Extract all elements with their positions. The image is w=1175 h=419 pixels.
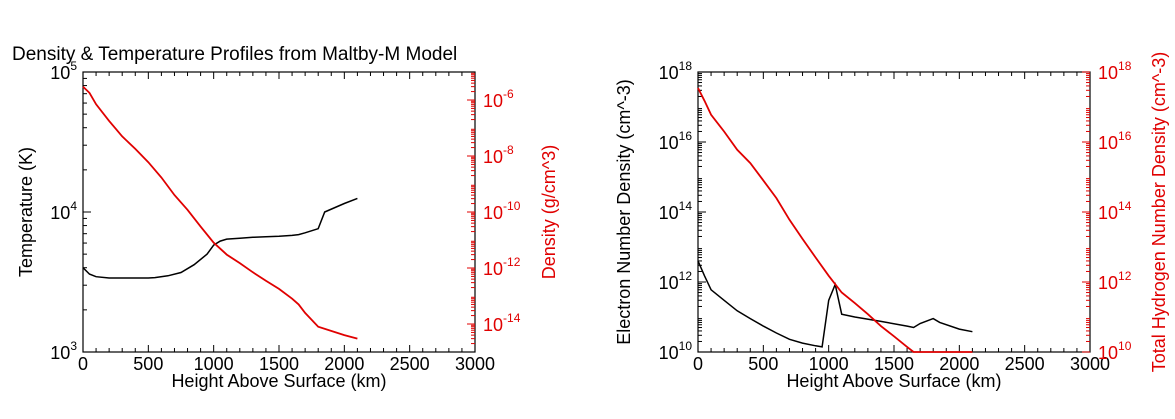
left-y-tick-label: 104 — [50, 199, 77, 223]
right-y-tick-label: 10-14 — [483, 311, 521, 335]
plot-area-frame — [82, 71, 476, 353]
right-y-tick-label: 1014 — [1098, 199, 1132, 223]
right-y-tick-label: 10-6 — [483, 87, 514, 111]
left-y-axis-label: Temperature (K) — [16, 147, 36, 277]
right-y-axis-label: Total Hydrogen Number Density (cm^-3) — [1149, 52, 1169, 373]
right-y-tick-label: 1018 — [1098, 59, 1132, 83]
left-y-tick-label: 1018 — [659, 59, 693, 83]
x-tick-label: 1000 — [194, 354, 234, 374]
left-y-tick-label: 1016 — [659, 129, 693, 153]
left-y-tick-label: 1012 — [659, 269, 693, 293]
x-tick-label: 500 — [748, 354, 778, 374]
x-tick-label: 3000 — [1070, 354, 1110, 374]
hydrogen-density-line — [697, 87, 973, 353]
left-y-tick-label: 1014 — [659, 199, 693, 223]
x-tick-label: 2500 — [390, 354, 430, 374]
x-tick-label: 1000 — [809, 354, 849, 374]
left-y-axis-ticks: 103 104 105 — [50, 59, 91, 363]
x-tick-label: 3000 — [455, 354, 495, 374]
x-tick-label: 1500 — [874, 354, 914, 374]
left-y-axis-ticks: 1010 1012 1014 1016 1018 — [659, 59, 706, 363]
left-y-tick-label: 103 — [50, 339, 77, 363]
x-tick-label: 500 — [133, 354, 163, 374]
right-y-tick-label: 10-12 — [483, 255, 521, 279]
chart-temperature-density: Density & Temperature Profiles from Malt… — [12, 44, 559, 391]
plot-area-frame — [697, 71, 1091, 353]
right-y-axis-ticks: 10-14 10-12 10-10 10-8 10-6 — [467, 72, 521, 345]
right-y-axis-label: Density (g/cm^3) — [539, 145, 559, 279]
right-y-tick-label: 10-8 — [483, 143, 514, 167]
right-y-axis-ticks: 1010 1012 1014 1016 1018 — [1082, 59, 1132, 363]
right-y-tick-label: 10-10 — [483, 199, 521, 223]
x-tick-label: 0 — [78, 354, 88, 374]
left-y-tick-label: 1010 — [659, 339, 693, 363]
x-tick-label: 2500 — [1005, 354, 1045, 374]
x-tick-label: 2000 — [939, 354, 979, 374]
x-axis-ticks: 0 500 1000 1500 2000 2500 3000 — [78, 72, 495, 374]
right-y-tick-label: 1010 — [1098, 339, 1132, 363]
temperature-line — [82, 197, 358, 279]
x-axis-label: Height Above Surface (km) — [786, 371, 1001, 391]
chart-title: Density & Temperature Profiles from Malt… — [12, 44, 457, 65]
x-axis-label: Height Above Surface (km) — [171, 371, 386, 391]
right-y-tick-label: 1012 — [1098, 269, 1132, 293]
x-tick-label: 2000 — [324, 354, 364, 374]
chart-number-density: 0 500 1000 1500 2000 2500 3000 101010121014101… — [614, 52, 1169, 391]
x-tick-label: 1500 — [259, 354, 299, 374]
left-y-tick-label: 105 — [50, 59, 77, 83]
x-tick-label: 0 — [693, 354, 703, 374]
left-y-axis-label: Electron Number Density (cm^-3) — [614, 79, 634, 345]
electron-density-line — [697, 260, 973, 348]
density-line — [82, 85, 358, 340]
x-axis-ticks: 0 500 1000 1500 2000 2500 3000 — [693, 72, 1110, 374]
right-y-tick-label: 1016 — [1098, 129, 1132, 153]
